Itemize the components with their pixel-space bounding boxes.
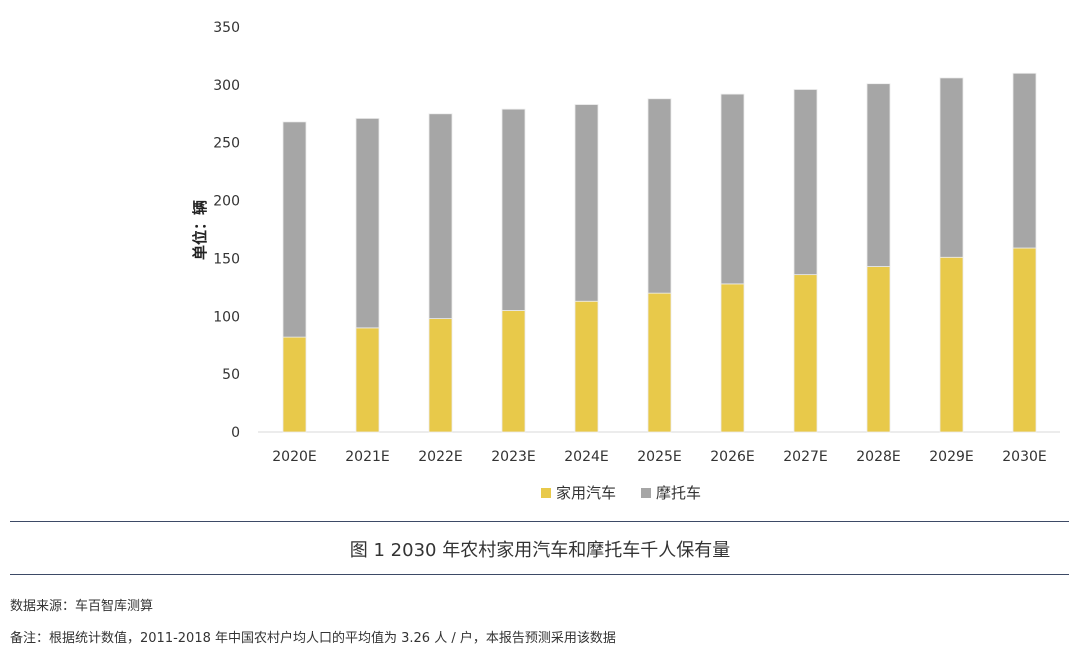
legend: 家用汽车 摩托车: [541, 484, 701, 502]
legend-swatch: [541, 488, 551, 498]
bar-motorcycle-2025E: [647, 98, 672, 294]
legend-label: 家用汽车: [556, 484, 616, 502]
x-tick-label: 2030E: [1002, 449, 1046, 465]
y-axis: 0 50 100 150 200 250 300 350: [213, 20, 240, 441]
bar-car-2025E: [647, 292, 672, 433]
y-tick-label: 150: [213, 251, 240, 267]
x-tick-label: 2023E: [491, 449, 535, 465]
y-tick-label: 300: [213, 78, 240, 94]
bar-car-2029E: [939, 256, 964, 433]
y-tick-label: 50: [222, 367, 240, 383]
bar-motorcycle-2022E: [428, 113, 453, 319]
x-tick-label: 2021E: [345, 449, 389, 465]
bar-motorcycle-2026E: [720, 93, 745, 285]
figure-caption: 图 1 2030 年农村家用汽车和摩托车千人保有量: [349, 540, 731, 561]
bar-motorcycle-2021E: [355, 118, 380, 329]
top-rule: [10, 521, 1069, 522]
y-tick-label: 350: [213, 20, 240, 36]
legend-label: 摩托车: [656, 484, 701, 502]
bar-car-2021E: [355, 327, 380, 433]
bar-motorcycle-2020E: [282, 121, 307, 338]
bottom-rule: [10, 574, 1069, 575]
x-tick-label: 2022E: [418, 449, 462, 465]
bar-motorcycle-2030E: [1012, 72, 1037, 249]
y-tick-label: 100: [213, 309, 240, 325]
footnote: 备注：根据统计数值，2011-2018 年中国农村户均人口的平均值为 3.26 …: [10, 631, 616, 646]
x-tick-label: 2027E: [783, 449, 827, 465]
legend-swatch: [641, 488, 651, 498]
bar-motorcycle-2027E: [793, 89, 818, 276]
x-tick-label: 2025E: [637, 449, 681, 465]
data-source: 数据来源：车百智库测算: [10, 599, 154, 614]
bar-car-2020E: [282, 336, 307, 433]
y-tick-label: 200: [213, 194, 240, 210]
x-tick-label: 2028E: [856, 449, 900, 465]
x-tick-label: 2020E: [272, 449, 316, 465]
bar-car-2023E: [501, 310, 526, 433]
bar-motorcycle-2029E: [939, 77, 964, 258]
x-tick-label: 2029E: [929, 449, 973, 465]
y-tick-label: 250: [213, 136, 240, 152]
y-tick-label: 0: [231, 425, 240, 441]
bar-car-2026E: [720, 283, 745, 433]
bar-motorcycle-2028E: [866, 83, 891, 267]
bar-car-2027E: [793, 274, 818, 433]
x-axis: 2020E 2021E 2022E 2023E 2024E 2025E 2026E 2027E…: [272, 449, 1046, 465]
y-axis-label: 单位：辆: [191, 200, 209, 260]
bar-motorcycle-2023E: [501, 108, 526, 311]
bars: [282, 72, 1037, 433]
bar-motorcycle-2024E: [574, 104, 599, 302]
bar-car-2022E: [428, 318, 453, 433]
bar-car-2024E: [574, 300, 599, 433]
x-tick-label: 2024E: [564, 449, 608, 465]
bar-car-2030E: [1012, 247, 1037, 433]
bar-car-2028E: [866, 266, 891, 433]
x-tick-label: 2026E: [710, 449, 754, 465]
